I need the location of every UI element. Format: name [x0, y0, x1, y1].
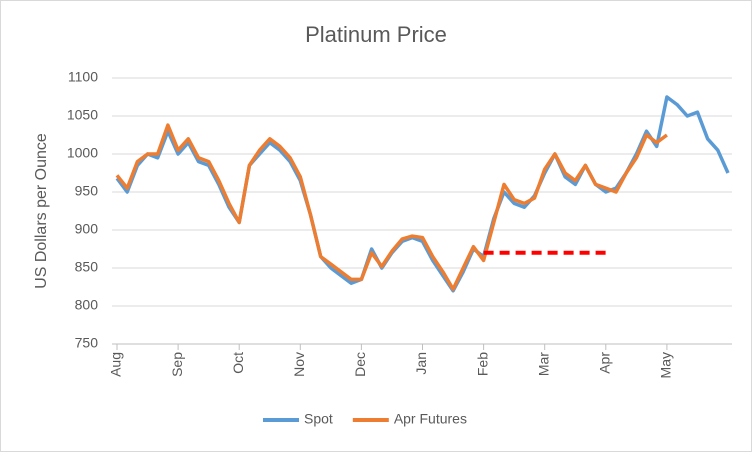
y-tick-label: 1050: [67, 107, 98, 123]
y-tick-label: 800: [75, 297, 99, 313]
x-tick-label: Apr: [597, 352, 613, 374]
x-tick-label: Jan: [413, 352, 429, 375]
y-tick-label: 1000: [67, 145, 98, 161]
y-tick-label: 750: [75, 335, 99, 351]
legend-label: Spot: [304, 411, 333, 427]
chart-title: Platinum Price: [305, 22, 447, 47]
x-tick-label: Aug: [108, 352, 124, 377]
y-tick-label: 850: [75, 259, 99, 275]
y-axis-label: US Dollars per Ounce: [33, 133, 50, 289]
x-tick-label: Mar: [535, 352, 551, 376]
x-tick-label: May: [658, 352, 674, 378]
y-tick-label: 900: [75, 221, 99, 237]
x-tick-label: Nov: [291, 352, 307, 377]
y-tick-label: 1100: [68, 69, 98, 85]
x-tick-label: Feb: [474, 352, 490, 376]
y-tick-label: 950: [75, 183, 99, 199]
x-tick-label: Dec: [352, 352, 368, 377]
series-line: [115, 123, 668, 292]
x-tick-label: Sep: [169, 352, 185, 377]
legend-label: Apr Futures: [394, 411, 467, 427]
x-tick-label: Oct: [230, 352, 246, 374]
